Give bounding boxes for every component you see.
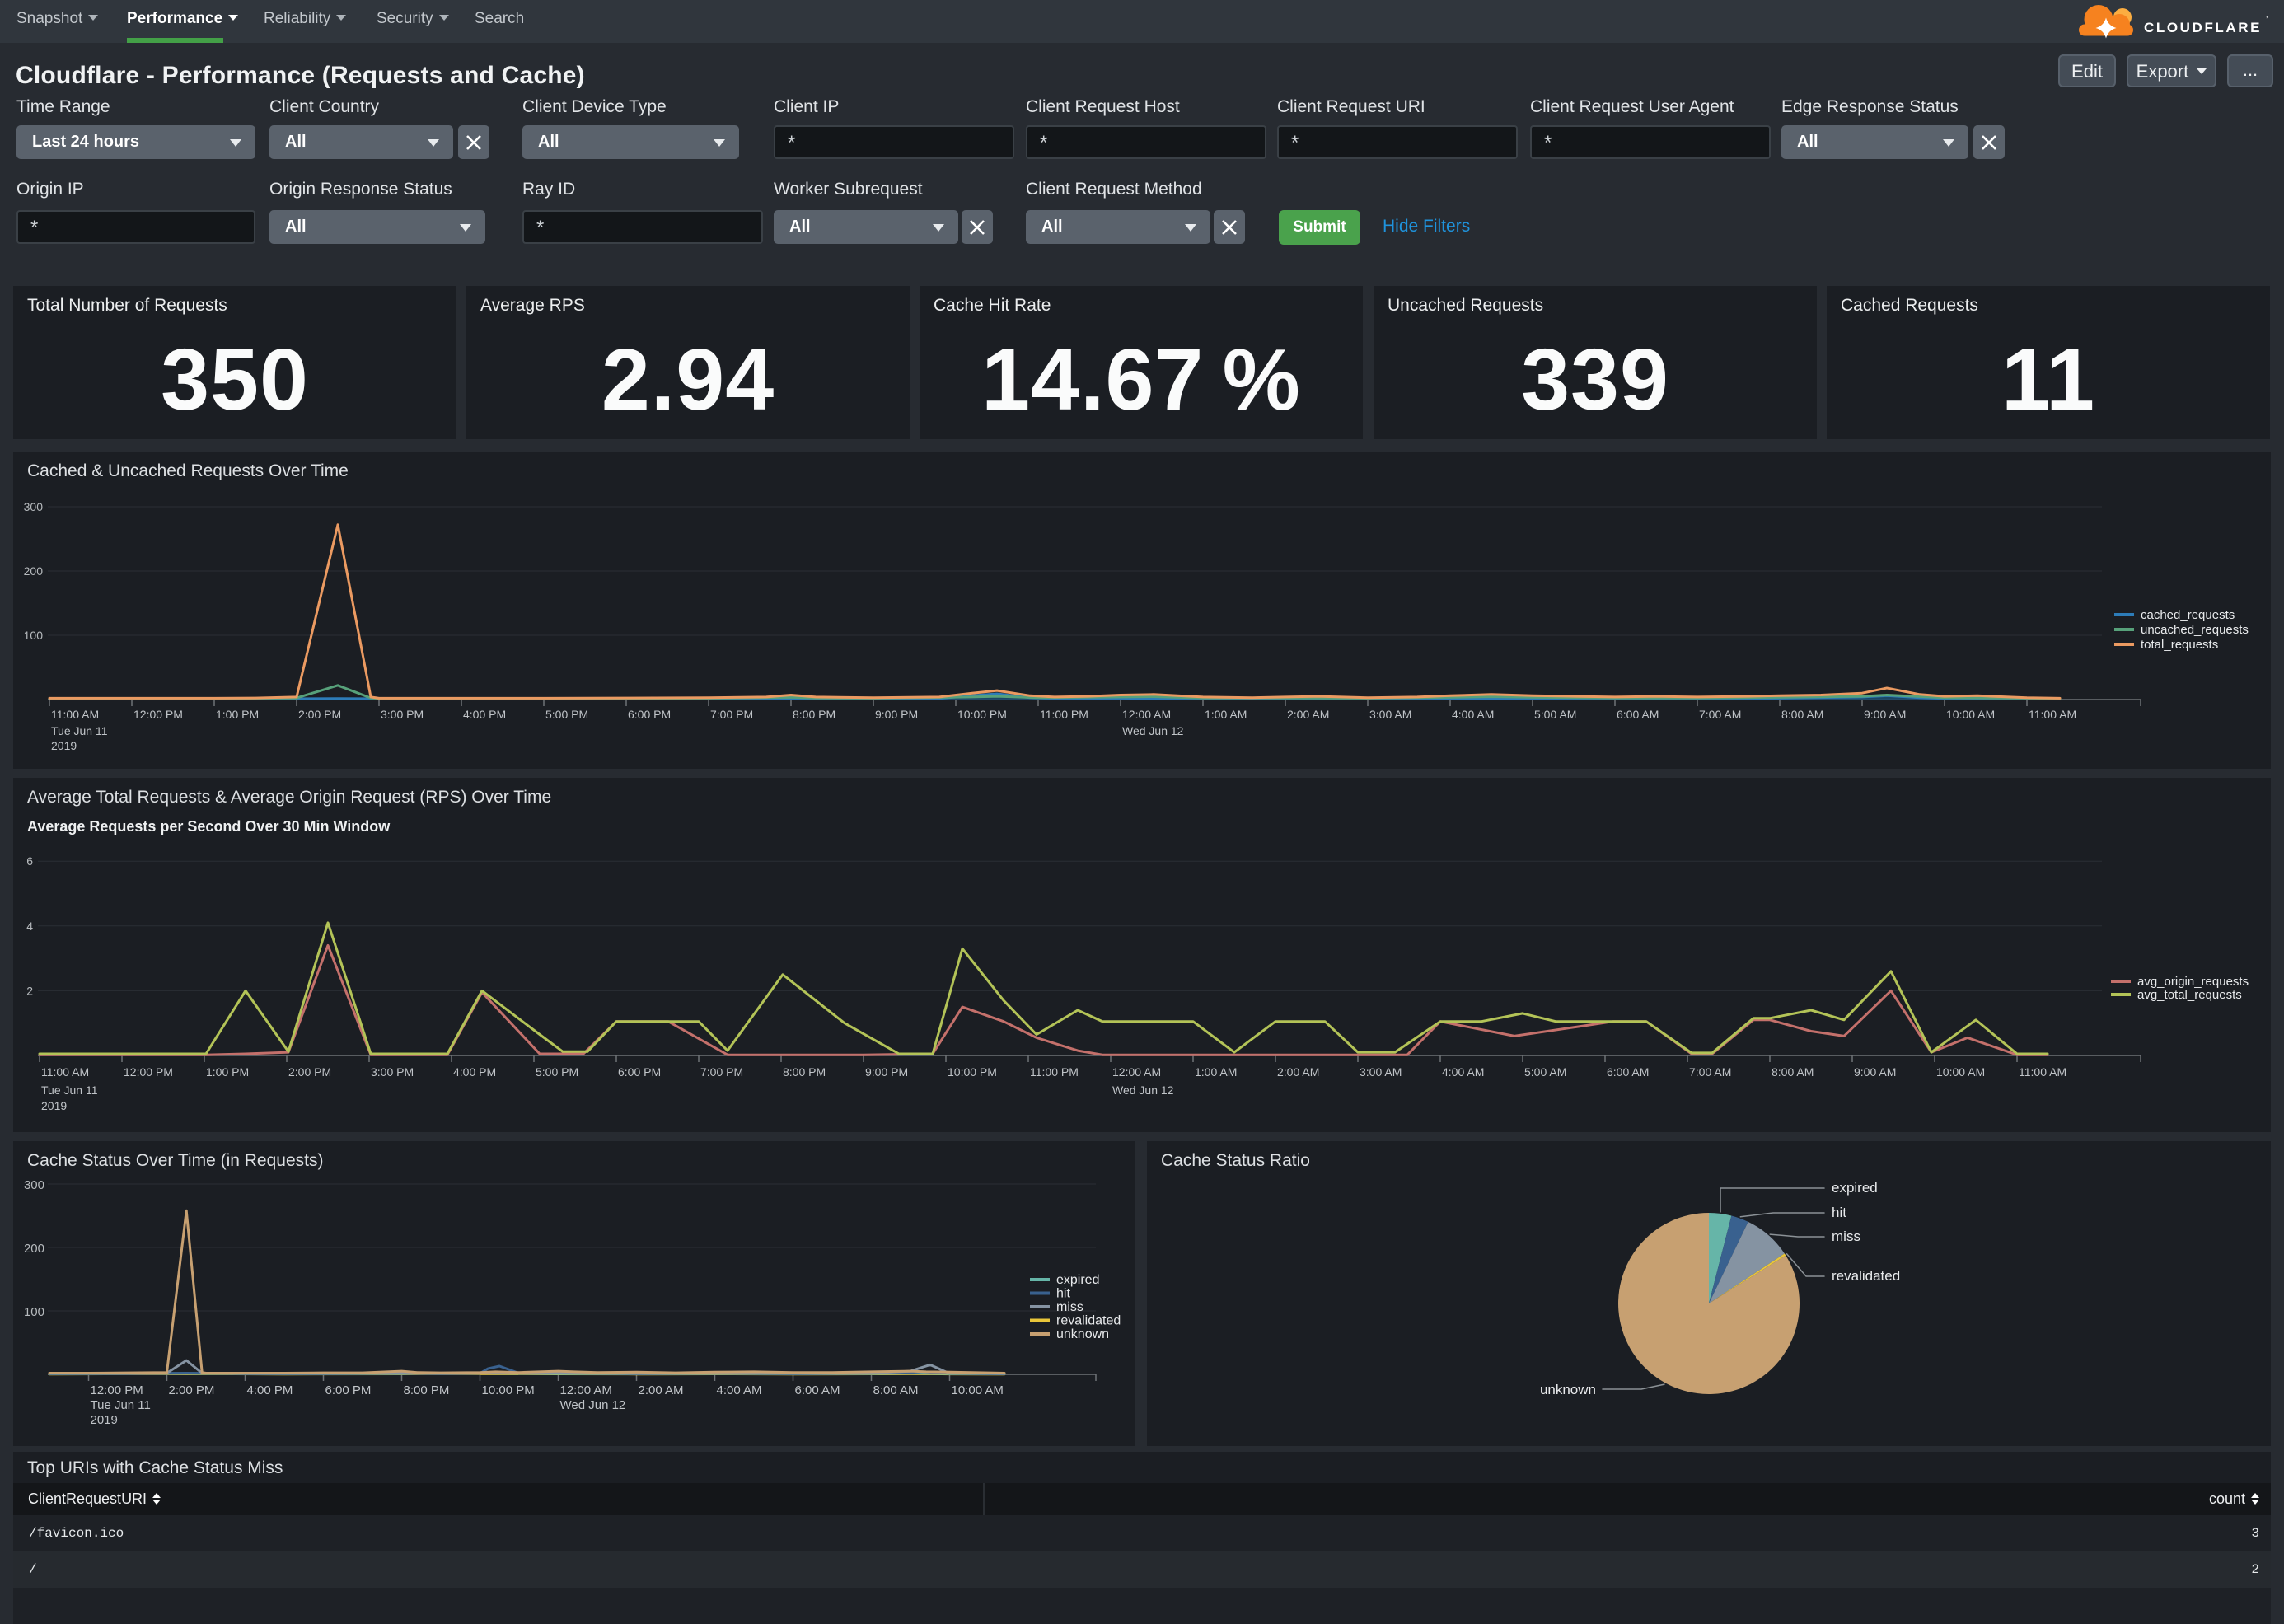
svg-text:4:00 AM: 4:00 AM — [1442, 1065, 1484, 1079]
svg-text:total_requests: total_requests — [2141, 638, 2218, 652]
svg-text:2:00 AM: 2:00 AM — [1277, 1065, 1319, 1079]
svg-text:12:00 PM: 12:00 PM — [124, 1065, 173, 1079]
svg-text:10:00 AM: 10:00 AM — [1936, 1065, 1985, 1079]
svg-text:8:00 PM: 8:00 PM — [793, 708, 835, 721]
svg-text:12:00 AM: 12:00 AM — [1122, 708, 1171, 721]
svg-text:200: 200 — [24, 1242, 44, 1256]
svg-text:9:00 AM: 9:00 AM — [1864, 708, 1906, 721]
svg-text:11:00 AM: 11:00 AM — [51, 708, 99, 721]
svg-text:2:00 PM: 2:00 PM — [298, 708, 341, 721]
svg-text:3:00 PM: 3:00 PM — [381, 708, 424, 721]
svg-text:12:00 PM: 12:00 PM — [91, 1383, 143, 1397]
svg-text:6:00 PM: 6:00 PM — [325, 1383, 372, 1397]
svg-text:11:00 AM: 11:00 AM — [41, 1065, 89, 1079]
svg-text:6:00 AM: 6:00 AM — [1617, 708, 1659, 721]
svg-text:10:00 AM: 10:00 AM — [952, 1383, 1004, 1397]
svg-text:2: 2 — [26, 984, 33, 997]
svg-text:100: 100 — [24, 629, 44, 642]
svg-text:CLOUDFLARE: CLOUDFLARE — [2144, 20, 2262, 35]
svg-text:300: 300 — [24, 500, 44, 513]
svg-text:avg_total_requests: avg_total_requests — [2137, 988, 2242, 1002]
svg-text:’: ’ — [2266, 15, 2268, 25]
svg-text:9:00 PM: 9:00 PM — [875, 708, 918, 721]
svg-text:expired: expired — [1056, 1273, 1099, 1287]
svg-text:miss: miss — [1056, 1300, 1083, 1314]
svg-text:10:00 PM: 10:00 PM — [948, 1065, 997, 1079]
svg-text:6:00 PM: 6:00 PM — [628, 708, 671, 721]
svg-text:5:00 PM: 5:00 PM — [545, 708, 588, 721]
svg-text:2019: 2019 — [91, 1413, 118, 1427]
svg-text:hit: hit — [1056, 1287, 1070, 1301]
svg-text:uncached_requests: uncached_requests — [2141, 623, 2249, 637]
svg-text:2:00 PM: 2:00 PM — [169, 1383, 215, 1397]
svg-text:3:00 AM: 3:00 AM — [1360, 1065, 1402, 1079]
svg-text:7:00 PM: 7:00 PM — [710, 708, 753, 721]
svg-text:12:00 AM: 12:00 AM — [560, 1383, 612, 1397]
svg-text:1:00 AM: 1:00 AM — [1195, 1065, 1237, 1079]
svg-text:5:00 AM: 5:00 AM — [1524, 1065, 1566, 1079]
svg-text:Wed Jun 12: Wed Jun 12 — [1122, 724, 1184, 737]
svg-text:4:00 PM: 4:00 PM — [463, 708, 506, 721]
svg-text:7:00 AM: 7:00 AM — [1699, 708, 1741, 721]
svg-text:Tue Jun 11: Tue Jun 11 — [91, 1398, 151, 1412]
svg-text:4:00 AM: 4:00 AM — [717, 1383, 762, 1397]
svg-text:unknown: unknown — [1540, 1382, 1596, 1397]
svg-text:300: 300 — [24, 1178, 44, 1192]
svg-text:12:00 PM: 12:00 PM — [133, 708, 183, 721]
svg-text:cached_requests: cached_requests — [2141, 608, 2235, 622]
svg-text:2:00 PM: 2:00 PM — [288, 1065, 331, 1079]
svg-text:2:00 AM: 2:00 AM — [1287, 708, 1329, 721]
svg-text:3:00 AM: 3:00 AM — [1369, 708, 1411, 721]
svg-text:1:00 PM: 1:00 PM — [206, 1065, 249, 1079]
svg-text:100: 100 — [24, 1305, 44, 1319]
svg-text:10:00 AM: 10:00 AM — [1946, 708, 1995, 721]
svg-text:2:00 AM: 2:00 AM — [639, 1383, 684, 1397]
svg-text:Wed Jun 12: Wed Jun 12 — [1112, 1083, 1174, 1097]
svg-text:11:00 PM: 11:00 PM — [1030, 1065, 1079, 1079]
svg-text:6:00 AM: 6:00 AM — [795, 1383, 840, 1397]
svg-text:Tue Jun 11: Tue Jun 11 — [41, 1083, 98, 1097]
svg-text:7:00 PM: 7:00 PM — [700, 1065, 743, 1079]
svg-text:4:00 AM: 4:00 AM — [1452, 708, 1494, 721]
svg-text:hit: hit — [1832, 1205, 1846, 1220]
svg-text:4:00 PM: 4:00 PM — [453, 1065, 496, 1079]
svg-text:5:00 PM: 5:00 PM — [536, 1065, 578, 1079]
svg-text:8:00 PM: 8:00 PM — [783, 1065, 826, 1079]
svg-text:11:00 AM: 11:00 AM — [2019, 1065, 2066, 1079]
svg-text:miss: miss — [1832, 1229, 1860, 1244]
svg-text:1:00 PM: 1:00 PM — [216, 708, 259, 721]
svg-text:Tue Jun 11: Tue Jun 11 — [51, 724, 108, 737]
svg-text:3:00 PM: 3:00 PM — [371, 1065, 414, 1079]
svg-text:4:00 PM: 4:00 PM — [247, 1383, 293, 1397]
svg-text:10:00 PM: 10:00 PM — [482, 1383, 535, 1397]
svg-text:revalidated: revalidated — [1056, 1314, 1121, 1328]
svg-text:2019: 2019 — [51, 739, 77, 752]
svg-text:Wed Jun 12: Wed Jun 12 — [560, 1398, 626, 1412]
svg-text:expired: expired — [1832, 1180, 1878, 1196]
svg-text:10:00 PM: 10:00 PM — [957, 708, 1007, 721]
svg-text:4: 4 — [26, 920, 33, 933]
svg-text:1:00 AM: 1:00 AM — [1205, 708, 1247, 721]
svg-text:200: 200 — [24, 564, 44, 578]
svg-text:8:00 AM: 8:00 AM — [1772, 1065, 1814, 1079]
svg-text:5:00 AM: 5:00 AM — [1534, 708, 1576, 721]
svg-text:9:00 AM: 9:00 AM — [1854, 1065, 1896, 1079]
svg-text:8:00 AM: 8:00 AM — [873, 1383, 919, 1397]
svg-text:6:00 AM: 6:00 AM — [1607, 1065, 1649, 1079]
svg-text:9:00 PM: 9:00 PM — [865, 1065, 908, 1079]
svg-text:7:00 AM: 7:00 AM — [1689, 1065, 1731, 1079]
svg-text:11:00 AM: 11:00 AM — [2029, 708, 2076, 721]
svg-text:unknown: unknown — [1056, 1327, 1109, 1341]
svg-text:8:00 AM: 8:00 AM — [1781, 708, 1823, 721]
svg-text:12:00 AM: 12:00 AM — [1112, 1065, 1161, 1079]
svg-text:6:00 PM: 6:00 PM — [618, 1065, 661, 1079]
svg-text:6: 6 — [26, 854, 33, 868]
svg-text:avg_origin_requests: avg_origin_requests — [2137, 975, 2249, 989]
svg-text:2019: 2019 — [41, 1099, 67, 1112]
svg-text:revalidated: revalidated — [1832, 1268, 1900, 1284]
svg-text:11:00 PM: 11:00 PM — [1040, 708, 1088, 721]
svg-text:8:00 PM: 8:00 PM — [404, 1383, 450, 1397]
